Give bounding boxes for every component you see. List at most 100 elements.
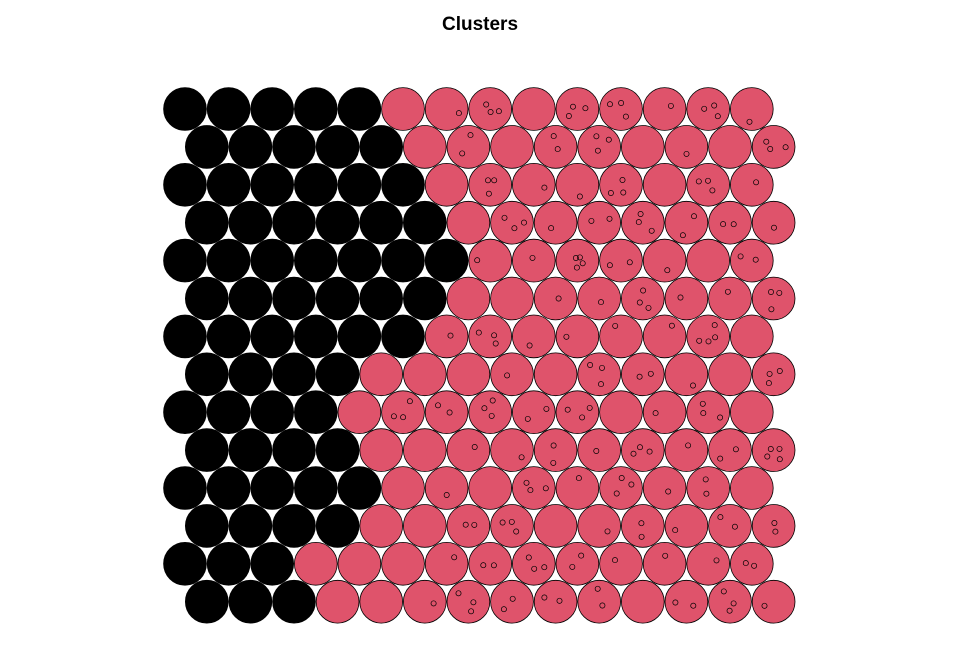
som-data-point — [612, 322, 619, 329]
som-cell-cluster-2 — [577, 200, 621, 245]
som-cell-cluster-2 — [708, 579, 752, 624]
som-data-point — [776, 445, 783, 452]
som-data-point — [564, 406, 571, 413]
som-cell-cluster-1 — [337, 466, 382, 510]
som-cell-cluster-1 — [337, 163, 382, 207]
som-cell-cluster-2 — [555, 238, 600, 283]
som-cell-cluster-1 — [206, 87, 251, 131]
som-cell-cluster-2 — [751, 504, 796, 548]
som-data-point — [664, 267, 671, 274]
som-cell-cluster-1 — [228, 125, 273, 169]
som-cell-cluster-2 — [533, 428, 578, 472]
som-data-point — [579, 260, 586, 267]
som-cell-cluster-2 — [751, 579, 796, 624]
som-data-point — [467, 132, 474, 139]
som-data-point — [550, 442, 557, 449]
som-cell-cluster-1 — [337, 87, 382, 131]
som-data-point — [679, 232, 686, 239]
som-data-point — [430, 600, 437, 607]
som-data-point — [462, 521, 469, 528]
som-cell-cluster-2 — [751, 276, 796, 321]
som-data-point — [607, 190, 614, 196]
som-data-point — [640, 287, 647, 294]
som-cell-cluster-2 — [424, 314, 469, 359]
som-cell-cluster-1 — [206, 163, 251, 207]
som-cell-cluster-2 — [642, 87, 687, 131]
som-data-point — [717, 414, 724, 421]
som-cell-cluster-1 — [206, 390, 251, 435]
som-data-point — [691, 213, 697, 220]
som-cell-cluster-1 — [163, 87, 207, 131]
som-cell-cluster-1 — [250, 314, 295, 359]
som-data-point — [771, 224, 777, 231]
som-cell-cluster-2 — [729, 541, 774, 586]
som-cell-cluster-2 — [620, 428, 665, 472]
som-data-point — [720, 221, 727, 228]
som-data-point — [598, 381, 604, 388]
som-data-point — [455, 110, 462, 117]
som-data-point — [524, 415, 531, 422]
som-cell-cluster-1 — [163, 466, 207, 510]
som-data-point — [593, 133, 600, 140]
som-data-point — [488, 412, 495, 419]
som-cell-cluster-1 — [381, 163, 425, 207]
som-data-point — [504, 372, 511, 379]
som-data-point — [599, 364, 605, 371]
som-cell-cluster-2 — [446, 428, 491, 472]
som-cell-cluster-2 — [577, 504, 621, 548]
som-cell-cluster-1 — [185, 125, 229, 169]
som-data-point — [638, 520, 645, 527]
som-cell-cluster-2 — [577, 579, 621, 624]
som-data-point — [443, 492, 450, 498]
som-data-point — [724, 288, 731, 295]
som-data-point — [717, 514, 724, 521]
som-data-point — [690, 602, 697, 609]
som-cell-cluster-2 — [642, 314, 687, 359]
som-cell-cluster-2 — [511, 314, 556, 359]
som-data-point — [672, 599, 679, 606]
som-data-point — [636, 373, 643, 380]
som-data-point — [542, 485, 549, 492]
som-data-point — [753, 179, 760, 186]
som-cell-cluster-2 — [751, 352, 796, 397]
som-cell-cluster-1 — [315, 125, 360, 169]
som-data-point — [570, 103, 576, 110]
som-cell-cluster-2 — [402, 504, 447, 548]
som-cell-cluster-2 — [468, 238, 513, 283]
som-data-point — [518, 454, 525, 461]
som-cell-cluster-2 — [359, 504, 404, 548]
som-cell-cluster-1 — [206, 238, 251, 283]
som-data-point — [491, 332, 498, 339]
som-cell-cluster-2 — [599, 163, 643, 207]
som-cell-cluster-1 — [228, 200, 273, 245]
som-data-point — [637, 444, 643, 451]
som-data-point — [459, 150, 466, 157]
som-cell-cluster-1 — [272, 276, 316, 321]
som-cell-cluster-2 — [708, 428, 752, 472]
som-data-point — [548, 225, 555, 232]
som-cell-cluster-1 — [250, 541, 295, 586]
som-cell-cluster-1 — [250, 390, 295, 435]
som-data-point — [587, 362, 594, 368]
som-data-point — [645, 304, 652, 311]
som-cell-cluster-1 — [228, 579, 273, 624]
som-data-point — [598, 299, 604, 306]
som-cell-cluster-1 — [293, 87, 338, 131]
som-cell-cluster-2 — [555, 87, 600, 131]
som-data-point — [605, 136, 612, 143]
som-cell-cluster-2 — [533, 200, 578, 245]
som-data-point — [541, 564, 548, 571]
som-cell-cluster-2 — [664, 125, 709, 169]
som-data-point — [662, 552, 669, 559]
som-cell-cluster-2 — [511, 87, 556, 131]
som-data-point — [594, 147, 601, 154]
som-data-point — [588, 217, 595, 224]
som-data-point — [576, 254, 583, 261]
som-cell-cluster-1 — [163, 163, 207, 207]
som-data-point — [468, 608, 475, 615]
som-cell-cluster-2 — [599, 238, 643, 283]
som-cell-cluster-2 — [642, 390, 687, 435]
som-data-point — [731, 523, 738, 530]
som-data-point — [607, 101, 613, 108]
som-data-point — [699, 400, 706, 407]
